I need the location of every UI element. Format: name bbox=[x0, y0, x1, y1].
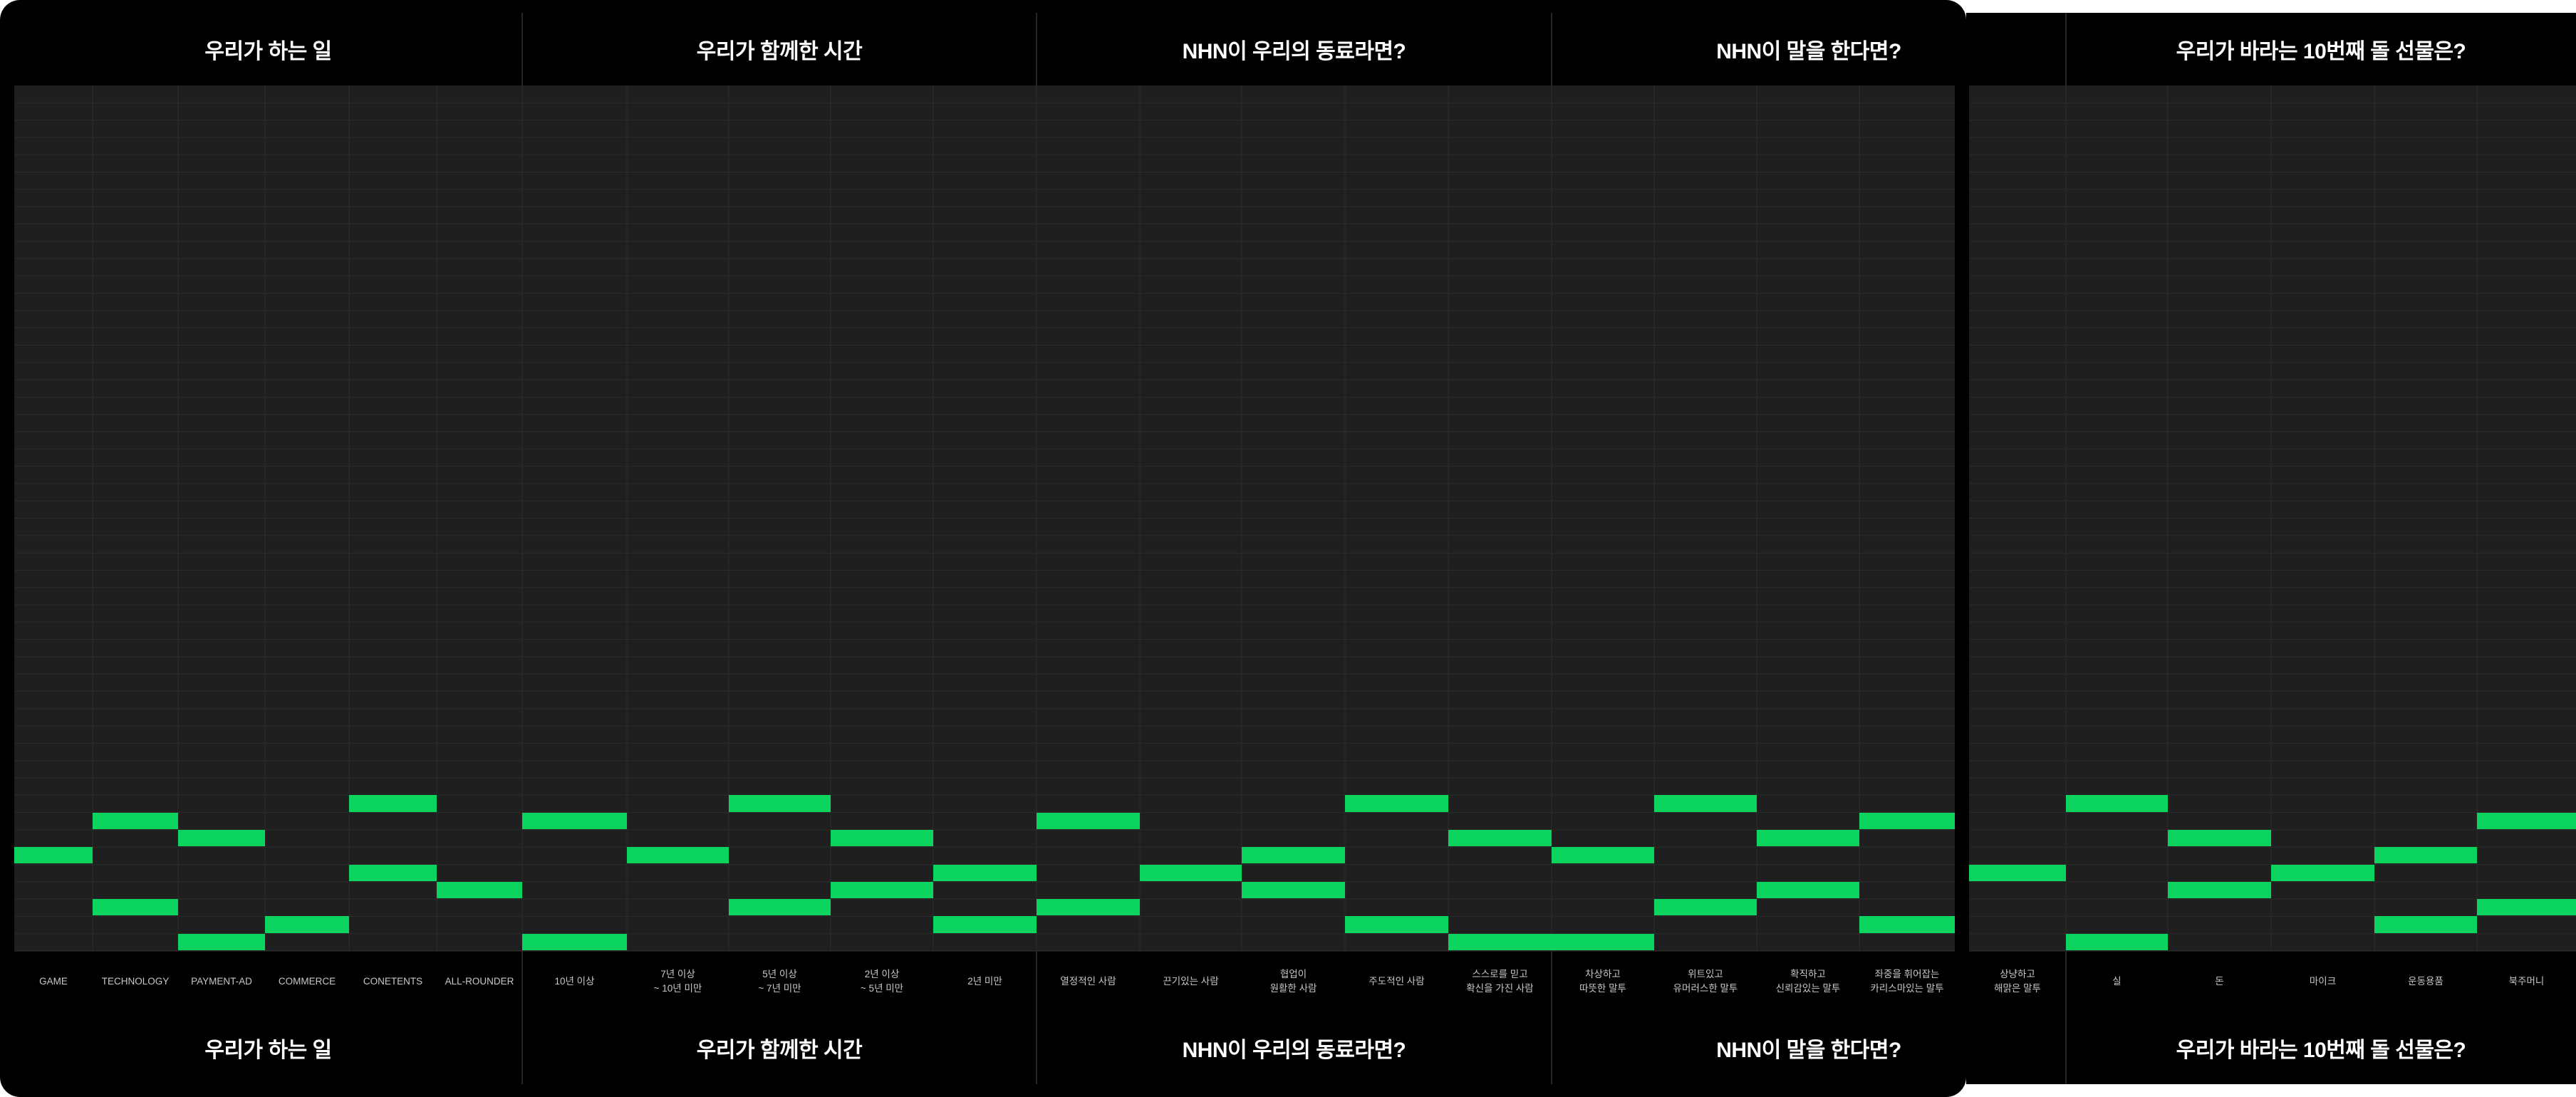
column-label: COMMERCE bbox=[278, 975, 336, 987]
level-bar bbox=[2374, 916, 2477, 933]
level-bar bbox=[1859, 916, 1955, 933]
section-divider bbox=[2065, 13, 2067, 1084]
level-bar bbox=[2066, 933, 2168, 950]
level-bar bbox=[1448, 933, 1552, 950]
level-bar bbox=[2271, 864, 2374, 881]
column-label: 좌중을 휘어잡는 카리스마있는 말투 bbox=[1870, 968, 1944, 994]
section-divider bbox=[521, 13, 523, 1084]
level-bar bbox=[14, 847, 93, 864]
column-label: 2년 미만 bbox=[967, 975, 1002, 987]
column-label: 5년 이상 ~ 7년 미만 bbox=[758, 968, 801, 994]
level-bar bbox=[178, 829, 265, 847]
section-title-bottom: NHN이 우리의 동료라면? bbox=[1182, 1039, 1406, 1062]
level-bar bbox=[437, 881, 522, 899]
column-label: 열정적인 사람 bbox=[1060, 975, 1116, 987]
column-label: 7년 이상 ~ 10년 미만 bbox=[653, 968, 702, 994]
column-label: CONETENTS bbox=[363, 975, 423, 987]
level-bar bbox=[178, 933, 265, 950]
column-label: 주도적인 사람 bbox=[1368, 975, 1425, 987]
level-bar bbox=[1345, 795, 1448, 812]
level-bar bbox=[831, 881, 933, 899]
level-bar bbox=[1654, 899, 1757, 916]
level-bar bbox=[2066, 795, 2168, 812]
section-divider bbox=[1036, 13, 1037, 1084]
level-bar bbox=[522, 812, 627, 829]
level-bar bbox=[933, 916, 1037, 933]
level-bar bbox=[349, 795, 437, 812]
column-label: 실 bbox=[2112, 975, 2121, 987]
level-bar bbox=[2168, 881, 2271, 899]
level-bar bbox=[831, 829, 933, 847]
column-label: 스스로를 믿고 확신을 가진 사람 bbox=[1466, 968, 1534, 994]
column-label: PAYMENT-AD bbox=[191, 975, 252, 987]
column-label: ALL-ROUNDER bbox=[445, 975, 514, 987]
level-bar bbox=[933, 864, 1037, 881]
level-bar bbox=[1037, 899, 1140, 916]
column-label: TECHNOLOGY bbox=[101, 975, 170, 987]
column-label: GAME bbox=[39, 975, 68, 987]
level-bar bbox=[2168, 829, 2271, 847]
level-bar bbox=[1757, 829, 1859, 847]
level-bar bbox=[2477, 812, 2576, 829]
section-title-top: 우리가 함께한 시간 bbox=[696, 40, 863, 63]
section-title-bottom: NHN이 말을 한다면? bbox=[1716, 1039, 1901, 1062]
column-label: 돈 bbox=[2215, 975, 2224, 987]
section-title-top: NHN이 우리의 동료라면? bbox=[1182, 40, 1406, 63]
level-bar bbox=[1757, 881, 1859, 899]
section-title-top: 우리가 하는 일 bbox=[204, 40, 332, 63]
level-bar bbox=[627, 847, 729, 864]
level-bar bbox=[729, 795, 831, 812]
column-label: 2년 이상 ~ 5년 미만 bbox=[860, 968, 904, 994]
level-bar bbox=[93, 812, 178, 829]
level-bar bbox=[1969, 864, 2066, 881]
section-title-top: 우리가 바라는 10번째 돌 선물은? bbox=[2176, 40, 2466, 63]
level-bar bbox=[349, 864, 437, 881]
level-bar bbox=[2477, 899, 2576, 916]
column-label: 끈기있는 사람 bbox=[1163, 975, 1219, 987]
column-label: 10년 이상 bbox=[554, 975, 595, 987]
level-bar bbox=[522, 933, 627, 950]
column-label: 상냥하고 해맑은 말투 bbox=[1994, 968, 2041, 994]
level-bar bbox=[1345, 916, 1448, 933]
section-title-top: NHN이 말을 한다면? bbox=[1716, 40, 1901, 63]
section-title-bottom: 우리가 함께한 시간 bbox=[696, 1039, 863, 1062]
column-label: 확직하고 신뢰감있는 말투 bbox=[1775, 968, 1841, 994]
level-bar bbox=[1037, 812, 1140, 829]
level-bar bbox=[1242, 847, 1345, 864]
column-label: 운동용품 bbox=[2408, 975, 2443, 987]
level-bar bbox=[729, 899, 831, 916]
column-label: 마이크 bbox=[2309, 975, 2337, 987]
level-bar bbox=[1654, 795, 1757, 812]
column-label: 차상하고 따뜻한 말투 bbox=[1579, 968, 1626, 994]
section-divider bbox=[1551, 13, 1552, 1084]
column-label: 협업이 원활한 사람 bbox=[1269, 968, 1317, 994]
section-title-bottom: 우리가 하는 일 bbox=[204, 1039, 332, 1062]
column-label: 북주머니 bbox=[2508, 975, 2545, 987]
level-bar bbox=[1552, 847, 1654, 864]
column-label: 위트있고 유머러스한 말투 bbox=[1673, 968, 1738, 994]
level-bar bbox=[93, 899, 178, 916]
level-bar bbox=[2374, 847, 2477, 864]
level-bar bbox=[265, 916, 349, 933]
level-bar bbox=[1140, 864, 1242, 881]
level-bar bbox=[1242, 881, 1345, 899]
section-title-bottom: 우리가 바라는 10번째 돌 선물은? bbox=[2176, 1039, 2466, 1062]
level-bar bbox=[1859, 812, 1955, 829]
level-bar bbox=[1448, 829, 1552, 847]
level-bar bbox=[1552, 933, 1654, 950]
